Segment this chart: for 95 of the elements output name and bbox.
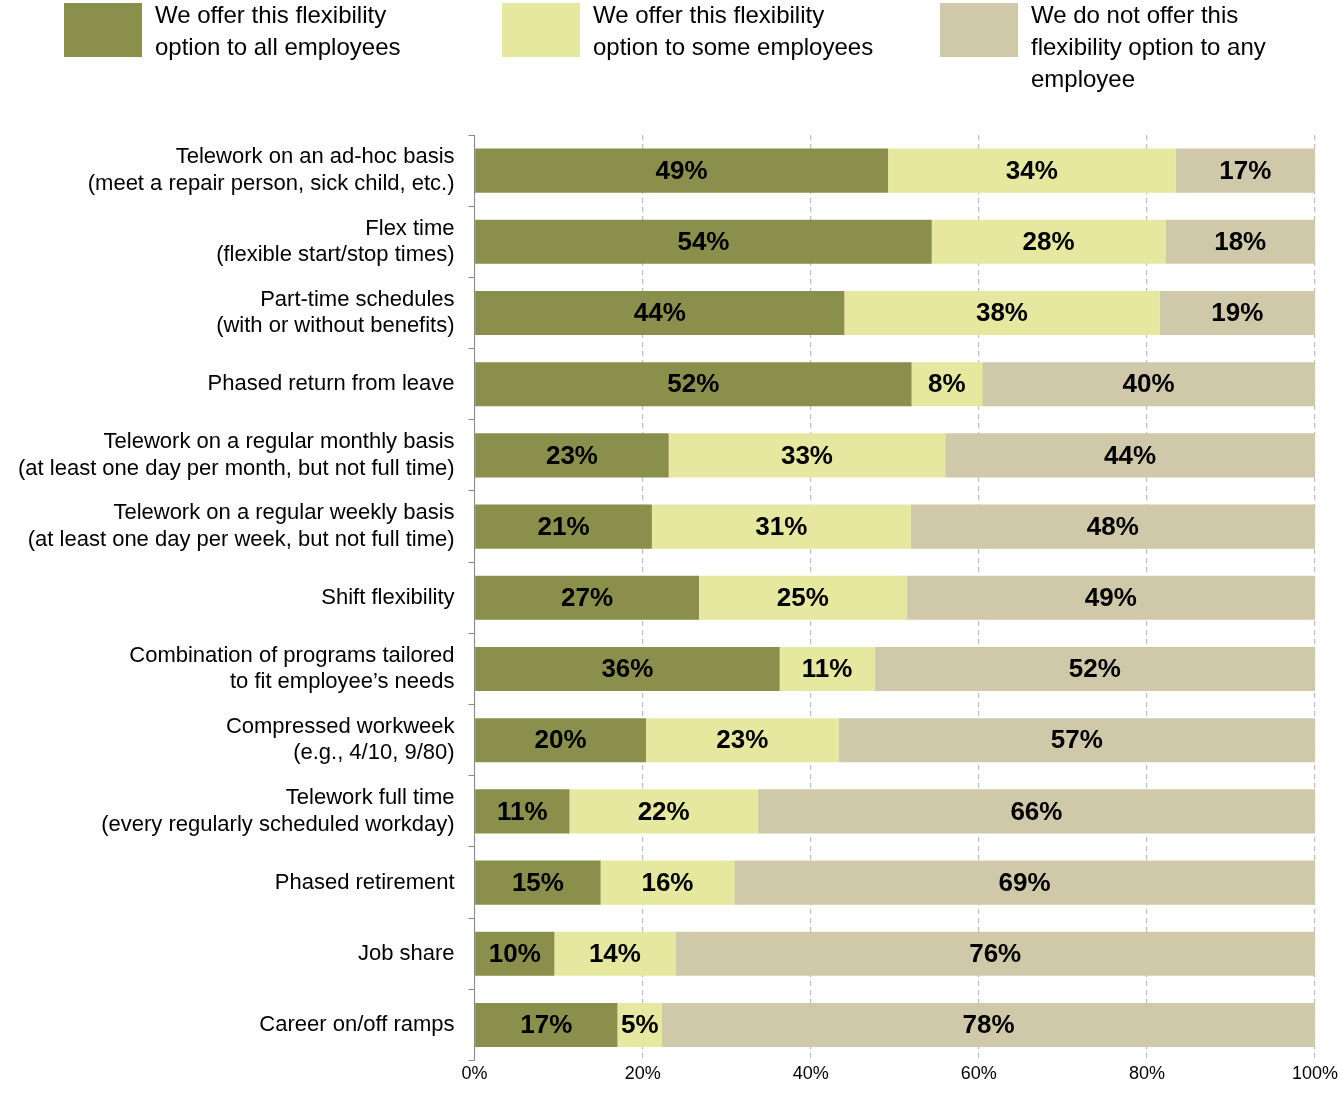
data-label: 16% bbox=[641, 866, 694, 897]
data-label: 49% bbox=[1084, 581, 1137, 612]
data-label: 31% bbox=[755, 510, 808, 541]
bar bbox=[475, 646, 780, 692]
bar bbox=[475, 290, 845, 336]
data-label: 17% bbox=[1219, 154, 1272, 185]
data-label: 44% bbox=[633, 297, 686, 328]
y-tick-label: Telework on a regular monthly basis (at least one day per month, but not full time) bbox=[18, 428, 455, 480]
bar bbox=[945, 433, 1315, 478]
y-tick-label: Phased return from leave bbox=[207, 370, 455, 396]
bar bbox=[600, 860, 735, 905]
bar bbox=[888, 148, 1176, 193]
data-label: 76% bbox=[969, 937, 1022, 968]
data-label: 28% bbox=[1022, 225, 1075, 256]
bar bbox=[757, 789, 1315, 834]
x-tick-label: 20% bbox=[624, 1063, 661, 1084]
data-label: 66% bbox=[1010, 795, 1063, 826]
data-label: 49% bbox=[655, 154, 708, 185]
data-label: 27% bbox=[561, 581, 614, 612]
y-tick-label: Shift flexibility bbox=[321, 583, 455, 609]
y-tick-label: Flex time (flexible start/stop times) bbox=[216, 214, 455, 267]
bar bbox=[646, 718, 839, 763]
y-tick-label: Phased retirement bbox=[274, 868, 455, 894]
x-tick-label: 0% bbox=[461, 1063, 488, 1084]
bar bbox=[475, 718, 647, 763]
y-tick-label: Compressed workweek (e.g., 4/10, 9/80) bbox=[225, 713, 456, 765]
data-label: 57% bbox=[1050, 724, 1103, 755]
data-label: 40% bbox=[1122, 368, 1175, 399]
data-label: 25% bbox=[776, 581, 829, 612]
data-label: 11% bbox=[497, 795, 548, 826]
data-label: 15% bbox=[511, 866, 564, 897]
x-tick-label: 40% bbox=[792, 1063, 829, 1084]
data-label: 54% bbox=[677, 225, 730, 256]
y-tick-label: Combination of programs tailored to fit employee’s needs bbox=[129, 641, 455, 694]
y-tick-label: Telework on an ad-hoc basis (meet a repair person, sick child, etc.) bbox=[87, 143, 455, 195]
data-label: 69% bbox=[998, 866, 1051, 897]
data-label: 20% bbox=[534, 724, 587, 755]
bar bbox=[910, 504, 1315, 549]
bar bbox=[475, 860, 601, 905]
x-tick-label: 60% bbox=[960, 1063, 997, 1084]
data-label: 44% bbox=[1104, 439, 1157, 470]
data-label: 10% bbox=[488, 937, 541, 968]
bar bbox=[874, 646, 1315, 692]
x-tick-label: 80% bbox=[1128, 1063, 1165, 1084]
data-label: 23% bbox=[716, 724, 769, 755]
bar bbox=[1175, 148, 1315, 193]
data-label: 19% bbox=[1211, 297, 1264, 328]
data-label: 18% bbox=[1214, 225, 1267, 256]
data-label: 17% bbox=[520, 1009, 573, 1040]
data-label: 52% bbox=[1068, 653, 1121, 684]
bar bbox=[734, 860, 1315, 905]
bar bbox=[1165, 219, 1315, 264]
data-label: 33% bbox=[780, 439, 833, 470]
legend-label: We offer this flexibility option to some employees bbox=[593, 0, 874, 60]
data-label: 48% bbox=[1086, 510, 1139, 541]
y-tick-label: Part-time schedules (with or without benefits) bbox=[216, 285, 455, 338]
data-label: 38% bbox=[975, 297, 1028, 328]
bar bbox=[1159, 290, 1315, 336]
data-label: 78% bbox=[962, 1009, 1015, 1040]
bar bbox=[475, 575, 699, 620]
bar bbox=[554, 931, 676, 976]
x-tick-label: 100% bbox=[1291, 1063, 1339, 1084]
data-label: 52% bbox=[667, 368, 720, 399]
data-label: 34% bbox=[1005, 154, 1058, 185]
bar bbox=[982, 362, 1315, 407]
y-tick-label: Job share bbox=[357, 939, 455, 965]
bar bbox=[844, 290, 1160, 336]
data-label: 36% bbox=[601, 653, 654, 684]
data-label: 11% bbox=[801, 653, 853, 684]
data-label: 21% bbox=[537, 510, 590, 541]
bar bbox=[661, 1002, 1315, 1048]
data-label: 22% bbox=[637, 795, 690, 826]
y-tick-label: Telework on a regular weekly basis (at least one day per week, but not full time) bbox=[27, 499, 455, 551]
data-label: 5% bbox=[620, 1009, 659, 1040]
bar bbox=[698, 575, 907, 620]
legend-label: We offer this flexibility option to all employees bbox=[155, 0, 401, 60]
bar bbox=[651, 504, 911, 549]
bar bbox=[475, 433, 669, 478]
bar bbox=[675, 931, 1315, 976]
bar bbox=[475, 504, 652, 549]
data-label: 8% bbox=[928, 368, 966, 399]
legend-label: We do not offer this flexibility option to any employee bbox=[1031, 0, 1266, 92]
bar bbox=[475, 219, 932, 264]
bar bbox=[838, 718, 1315, 763]
bar bbox=[668, 433, 946, 478]
bar bbox=[931, 219, 1166, 264]
y-tick-label: Career on/off ramps bbox=[259, 1011, 455, 1037]
data-label: 14% bbox=[588, 937, 641, 968]
data-label: 23% bbox=[545, 439, 598, 470]
bar bbox=[569, 789, 758, 834]
bar bbox=[475, 148, 889, 193]
bar bbox=[475, 1002, 618, 1048]
bar bbox=[475, 362, 912, 407]
y-tick-label: Telework full time (every regularly scheduled workday) bbox=[101, 784, 455, 836]
bar bbox=[906, 575, 1315, 620]
